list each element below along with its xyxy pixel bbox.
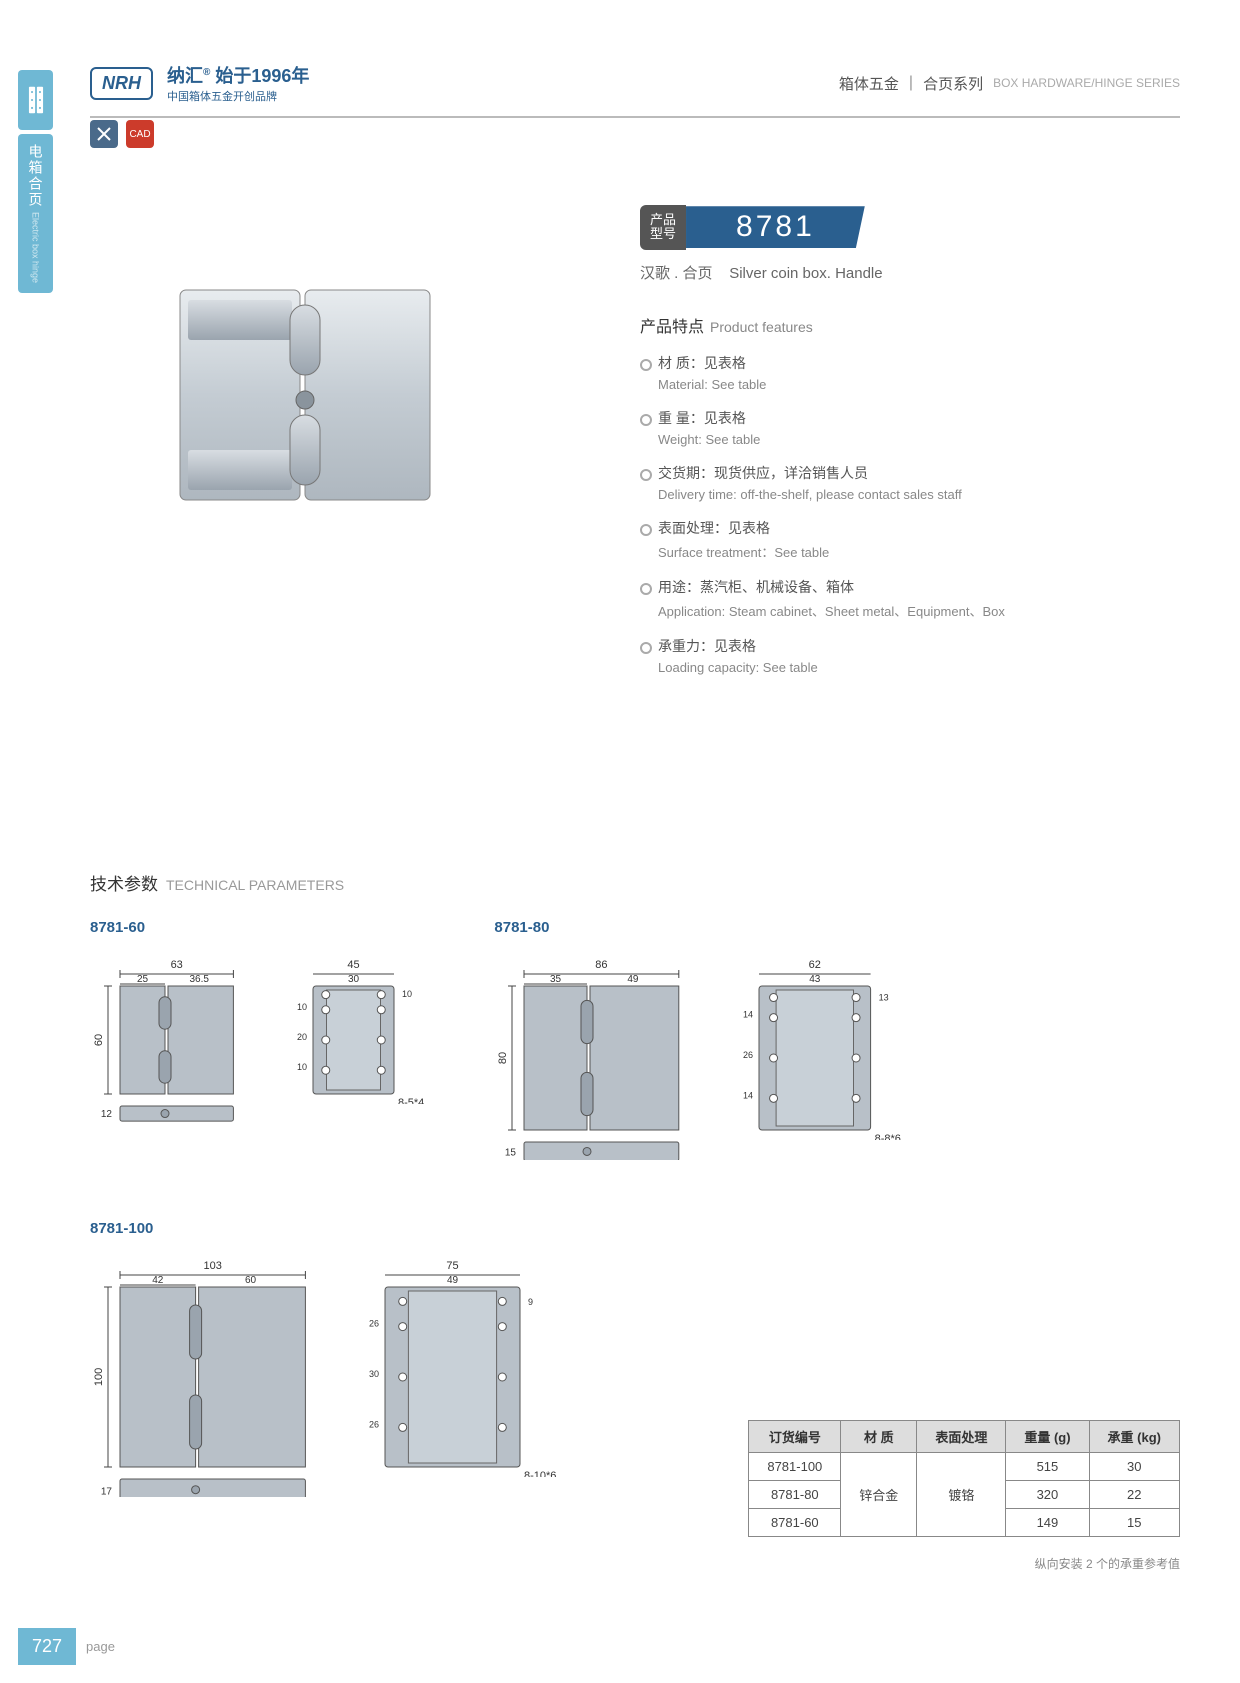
- svg-text:43: 43: [809, 974, 821, 985]
- front-view: 63 25 36.5 60 12: [90, 946, 263, 1124]
- svg-text:30: 30: [348, 974, 360, 985]
- svg-text:8-5*4: 8-5*4: [398, 1097, 424, 1104]
- tools-icon: [90, 120, 118, 148]
- feature-item: 材 质：见表格Material: See table: [640, 353, 1180, 392]
- svg-text:36.5: 36.5: [189, 974, 209, 985]
- svg-text:26: 26: [743, 1050, 753, 1060]
- svg-text:60: 60: [93, 1034, 105, 1046]
- feature-item: 承重力：见表格Loading capacity: See table: [640, 636, 1180, 675]
- features-list: 材 质：见表格Material: See table 重 量：见表格Weight:…: [640, 353, 1180, 675]
- variant-8781-100: 8781-100 103 42 60 100 17 75 49 26 3: [90, 1220, 560, 1497]
- badges: CAD: [90, 120, 154, 148]
- svg-text:17: 17: [101, 1486, 113, 1497]
- svg-text:10: 10: [297, 1002, 307, 1012]
- variant-8781-60: 8781-60 63 25 36.5 60 12 45 30 10 20: [90, 919, 434, 1160]
- diagrams: 8781-60 63 25 36.5 60 12 45 30 10 20: [90, 919, 1180, 1497]
- side-label: 电箱合页 Electric box hinge: [18, 134, 53, 293]
- feature-item: 交货期：现货供应，详洽销售人员Delivery time: off-the-sh…: [640, 463, 1180, 502]
- logo: NRH: [90, 67, 153, 100]
- cad-badge: CAD: [126, 120, 154, 148]
- feature-item: 用途：蒸汽柜、机械设备、箱体Application: Steam cabinet…: [640, 577, 1180, 620]
- model-badge: 产品 型号 8781: [640, 205, 1180, 250]
- svg-text:86: 86: [596, 959, 608, 971]
- brand-line: 纳汇® 始于1996年: [167, 62, 309, 88]
- svg-text:14: 14: [743, 1090, 753, 1100]
- svg-text:26: 26: [369, 1419, 379, 1429]
- model-label: 产品 型号: [640, 205, 686, 250]
- svg-text:35: 35: [550, 974, 562, 985]
- svg-text:10: 10: [402, 989, 412, 999]
- variant-8781-80: 8781-80 86 35 49 80 15 62 43 14 26: [494, 919, 910, 1160]
- front-view: 103 42 60 100 17: [90, 1247, 335, 1497]
- svg-text:25: 25: [137, 974, 149, 985]
- svg-text:42: 42: [152, 1275, 164, 1286]
- side-label-cn: 电箱合页: [26, 144, 46, 208]
- feature-item: 重 量：见表格Weight: See table: [640, 408, 1180, 447]
- svg-text:62: 62: [809, 959, 821, 971]
- product-subtitle: 汉歌 . 合页 Silver coin box. Handle: [640, 262, 1180, 283]
- brand-tagline: 中国箱体五金开创品牌: [167, 88, 309, 104]
- header-category: 箱体五金 | 合页系列 BOX HARDWARE/HINGE SERIES: [839, 73, 1180, 94]
- tech-title: 技术参数TECHNICAL PARAMETERS: [90, 870, 1180, 895]
- svg-text:49: 49: [628, 974, 640, 985]
- page-label: page: [86, 1639, 115, 1654]
- svg-text:63: 63: [171, 959, 183, 971]
- svg-text:100: 100: [93, 1368, 105, 1386]
- spec-table: 订货编号材 质表面处理重量 (g)承重 (kg)8781-100锌合金镀铬515…: [748, 1420, 1180, 1537]
- back-view: 45 30 10 20 10 10 8-5*4: [293, 946, 434, 1104]
- svg-text:45: 45: [348, 959, 360, 971]
- tech-section: 技术参数TECHNICAL PARAMETERS 8781-60 63 25 3…: [90, 870, 1180, 1497]
- svg-text:26: 26: [369, 1319, 379, 1329]
- page-header: NRH 纳汇® 始于1996年 中国箱体五金开创品牌 箱体五金 | 合页系列 B…: [90, 62, 1180, 118]
- svg-text:49: 49: [447, 1275, 459, 1286]
- svg-text:20: 20: [297, 1032, 307, 1042]
- svg-text:10: 10: [297, 1062, 307, 1072]
- back-view: 75 49 26 30 26 9 8-10*6: [365, 1247, 560, 1477]
- svg-text:15: 15: [505, 1148, 517, 1159]
- page-number: 727: [18, 1628, 76, 1665]
- table-note: 纵向安装 2 个的承重参考值: [1035, 1555, 1180, 1572]
- side-label-en: Electric box hinge: [31, 212, 41, 283]
- product-image: [160, 250, 450, 540]
- page-footer: 727 page: [18, 1628, 115, 1665]
- side-tab: 电箱合页 Electric box hinge: [18, 70, 53, 293]
- front-view: 86 35 49 80 15: [494, 946, 709, 1160]
- svg-text:8-8*6: 8-8*6: [875, 1133, 901, 1140]
- svg-text:13: 13: [879, 992, 889, 1002]
- hinge-icon: [18, 70, 53, 130]
- svg-text:9: 9: [528, 1297, 533, 1307]
- model-number: 8781: [686, 206, 865, 248]
- features-title: 产品特点Product features: [640, 313, 1180, 337]
- svg-text:60: 60: [245, 1275, 257, 1286]
- svg-text:8-10*6: 8-10*6: [524, 1470, 556, 1477]
- svg-text:14: 14: [743, 1010, 753, 1020]
- svg-text:103: 103: [204, 1260, 222, 1272]
- back-view: 62 43 14 26 14 13 8-8*6: [739, 946, 911, 1140]
- logo-block: NRH 纳汇® 始于1996年 中国箱体五金开创品牌: [90, 62, 309, 104]
- feature-item: 表面处理：见表格Surface treatment：See table: [640, 518, 1180, 561]
- svg-text:30: 30: [369, 1369, 379, 1379]
- svg-text:80: 80: [497, 1052, 509, 1064]
- info-panel: 产品 型号 8781 汉歌 . 合页 Silver coin box. Hand…: [640, 205, 1180, 691]
- svg-text:75: 75: [447, 1260, 459, 1272]
- svg-text:12: 12: [101, 1109, 113, 1120]
